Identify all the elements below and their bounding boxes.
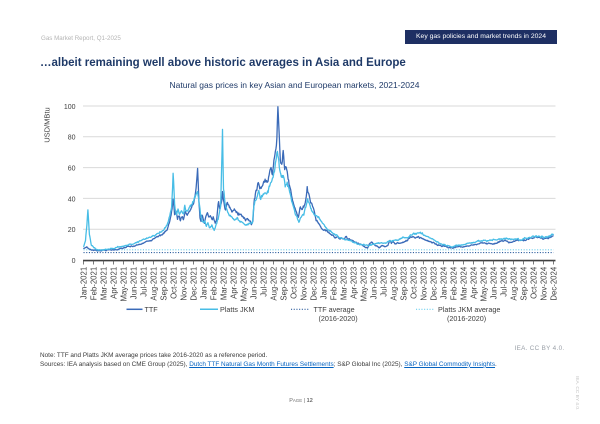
svg-text:Dec-2023: Dec-2023 xyxy=(429,267,438,301)
svg-text:40: 40 xyxy=(68,196,76,203)
svg-text:Apr-2022: Apr-2022 xyxy=(229,267,238,299)
svg-text:20: 20 xyxy=(68,227,76,234)
svg-text:(2016-2020): (2016-2020) xyxy=(319,314,358,323)
svg-text:USD/MBtu: USD/MBtu xyxy=(43,107,52,142)
svg-text:Jan-2023: Jan-2023 xyxy=(319,267,328,300)
svg-text:Jun-2022: Jun-2022 xyxy=(249,267,258,300)
svg-text:Feb-2022: Feb-2022 xyxy=(209,267,218,300)
svg-text:Sep-2021: Sep-2021 xyxy=(159,267,168,301)
svg-text:Dec-2021: Dec-2021 xyxy=(189,267,198,301)
svg-text:May-2024: May-2024 xyxy=(479,266,488,301)
svg-text:Jul-2021: Jul-2021 xyxy=(139,267,148,297)
svg-text:60: 60 xyxy=(68,166,76,173)
svg-text:Feb-2023: Feb-2023 xyxy=(329,267,338,300)
svg-text:Jan-2021: Jan-2021 xyxy=(79,267,88,300)
svg-text:Sep-2023: Sep-2023 xyxy=(399,267,408,301)
svg-text:Aug-2021: Aug-2021 xyxy=(149,267,158,301)
svg-text:Jun-2023: Jun-2023 xyxy=(369,267,378,300)
svg-text:Nov-2021: Nov-2021 xyxy=(179,267,188,301)
svg-text:(2016-2020): (2016-2020) xyxy=(447,314,486,323)
svg-text:Mar-2022: Mar-2022 xyxy=(219,267,228,300)
svg-text:May-2021: May-2021 xyxy=(119,267,128,302)
svg-text:Aug-2023: Aug-2023 xyxy=(389,267,398,301)
svg-text:Jun-2024: Jun-2024 xyxy=(489,266,498,299)
svg-text:Sep-2024: Sep-2024 xyxy=(519,266,528,300)
svg-text:Nov-2022: Nov-2022 xyxy=(299,267,308,301)
svg-text:Sep-2022: Sep-2022 xyxy=(279,267,288,301)
svg-text:Oct-2022: Oct-2022 xyxy=(289,267,298,299)
svg-text:Jul-2022: Jul-2022 xyxy=(259,267,268,297)
svg-text:80: 80 xyxy=(68,135,76,142)
svg-text:0: 0 xyxy=(72,258,76,265)
svg-text:Apr-2021: Apr-2021 xyxy=(109,267,118,299)
svg-text:100: 100 xyxy=(64,104,76,111)
svg-text:Feb-2021: Feb-2021 xyxy=(89,267,98,300)
svg-text:Jul-2024: Jul-2024 xyxy=(499,266,508,297)
svg-text:Apr-2023: Apr-2023 xyxy=(349,267,358,299)
svg-text:Nov-2024: Nov-2024 xyxy=(539,266,548,300)
svg-text:Jun-2021: Jun-2021 xyxy=(129,267,138,300)
svg-text:Mar-2024: Mar-2024 xyxy=(459,266,468,300)
svg-text:Feb-2024: Feb-2024 xyxy=(449,266,458,300)
svg-text:May-2023: May-2023 xyxy=(359,267,368,302)
svg-text:May-2022: May-2022 xyxy=(239,267,248,302)
svg-text:Aug-2022: Aug-2022 xyxy=(269,267,278,301)
svg-text:Jul-2023: Jul-2023 xyxy=(379,267,388,297)
svg-text:Oct-2023: Oct-2023 xyxy=(409,267,418,299)
svg-text:Dec-2022: Dec-2022 xyxy=(309,267,318,301)
svg-text:TTF: TTF xyxy=(145,305,159,314)
svg-text:Platts JKM average: Platts JKM average xyxy=(438,305,500,314)
svg-text:Oct-2021: Oct-2021 xyxy=(169,267,178,299)
svg-text:Jan-2022: Jan-2022 xyxy=(199,267,208,300)
svg-text:Jan-2024: Jan-2024 xyxy=(439,266,448,299)
svg-text:Oct-2024: Oct-2024 xyxy=(529,266,538,299)
svg-text:Mar-2021: Mar-2021 xyxy=(99,267,108,300)
svg-text:Aug-2024: Aug-2024 xyxy=(509,266,518,300)
svg-text:TTF average: TTF average xyxy=(314,305,355,314)
svg-text:Mar-2023: Mar-2023 xyxy=(339,267,348,300)
svg-text:Dec-2024: Dec-2024 xyxy=(549,266,558,300)
svg-text:Platts JKM: Platts JKM xyxy=(220,305,254,314)
svg-text:Apr-2024: Apr-2024 xyxy=(469,266,478,299)
svg-text:Nov-2023: Nov-2023 xyxy=(419,267,428,301)
